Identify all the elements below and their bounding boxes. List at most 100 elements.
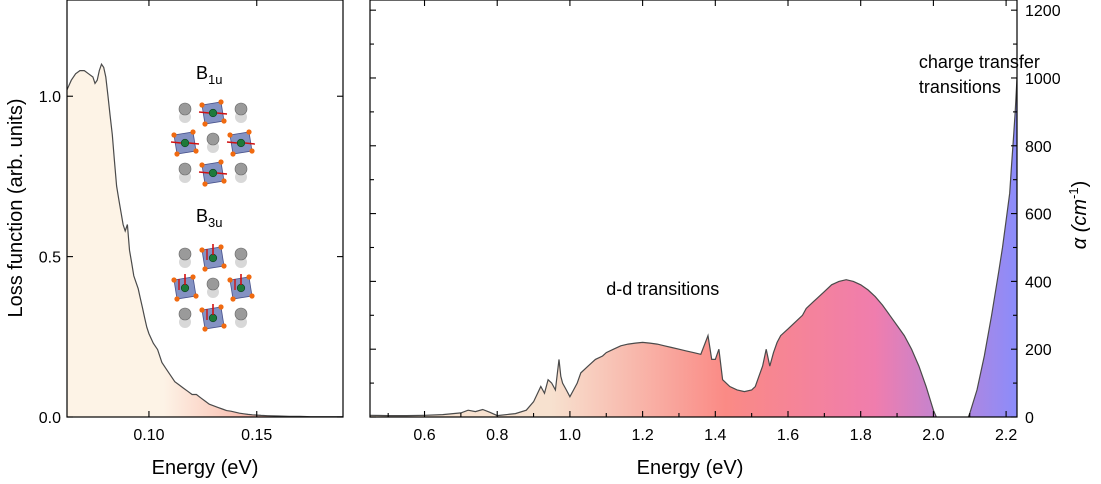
x-tick-label: 0.6 <box>413 427 435 444</box>
oxygen-atom <box>193 293 199 299</box>
oxygen-atom <box>171 277 177 283</box>
y-tick-label: 1000 <box>1025 71 1061 88</box>
displacement-arrow <box>188 142 200 145</box>
annotation-2: transitions <box>919 77 1001 97</box>
oxygen-atom <box>199 102 205 108</box>
oxygen-atom <box>174 296 180 302</box>
oxygen-atom <box>218 304 224 310</box>
x-tick-label: 1.6 <box>777 427 799 444</box>
displacement-arrow <box>216 172 228 175</box>
oxygen-atom <box>246 129 252 135</box>
b3u-label: B3u <box>196 206 222 230</box>
displacement-arrow <box>170 141 182 144</box>
y-tick-label: 0.5 <box>39 250 61 267</box>
y-tick-label: 400 <box>1025 274 1052 291</box>
displacement-arrow <box>216 112 228 115</box>
displacement-arrow <box>226 141 238 144</box>
gray-atom <box>234 307 248 321</box>
left-y-axis-title: Loss function (arb. units) <box>5 99 27 318</box>
metal-atom <box>208 168 218 178</box>
gray-atom <box>178 307 192 321</box>
gray-atom <box>234 162 248 176</box>
annotation-0: d-d transitions <box>606 279 719 299</box>
oxygen-atom <box>174 151 180 157</box>
oxygen-atom <box>199 307 205 313</box>
absorption-panel: 0.6 0.8 1.0 1.2 1.4 1.6 1.8 2.0 2.2 0 200 400 600 80… <box>369 0 1091 479</box>
x-tick-label: 1.4 <box>704 427 726 444</box>
loss-function-area <box>67 64 343 417</box>
right-x-axis: 0.6 0.8 1.0 1.2 1.4 1.6 1.8 2.0 2.2 <box>387 0 1017 444</box>
right-y-axis-title: α (cm-1) <box>1066 181 1091 250</box>
oxygen-atom <box>218 244 224 250</box>
y-tick-label: 200 <box>1025 342 1052 359</box>
x-tick-label: 1.8 <box>850 427 872 444</box>
metal-atom <box>180 138 190 148</box>
b3u-mode-structure: B3u <box>171 206 255 332</box>
metal-atom <box>208 253 218 263</box>
right-plot-frame <box>369 0 1018 418</box>
gray-atom <box>178 162 192 176</box>
oxygen-atom <box>171 132 177 138</box>
y-tick-label: 1.0 <box>39 89 61 106</box>
oxygen-atom <box>221 118 227 124</box>
absorption-curve <box>370 77 1017 417</box>
metal-atom <box>208 313 218 323</box>
gray-atom <box>178 102 192 116</box>
metal-atom <box>208 108 218 118</box>
displacement-arrow <box>198 171 210 174</box>
oxygen-atom <box>202 266 208 272</box>
x-tick-label: 2.0 <box>922 427 944 444</box>
x-tick-label: 0.15 <box>241 427 272 444</box>
y-tick-label: 1200 <box>1025 3 1061 20</box>
oxygen-atom <box>230 296 236 302</box>
oxygen-atom <box>221 323 227 329</box>
loss-function-curve <box>67 62 343 417</box>
oxygen-atom <box>230 151 236 157</box>
oxygen-atom <box>193 148 199 154</box>
gray-atom <box>234 247 248 261</box>
x-tick-label: 0.10 <box>133 427 164 444</box>
gray-atom <box>178 247 192 261</box>
left-x-axis-title: Energy (eV) <box>152 457 259 479</box>
left-y-axis: 0.0 0.5 1.0 <box>39 89 343 427</box>
metal-atom <box>236 283 246 293</box>
oxygen-atom <box>202 121 208 127</box>
left-plot-frame <box>66 0 344 418</box>
metal-atom <box>180 283 190 293</box>
oxygen-atom <box>218 159 224 165</box>
absorption-area <box>370 78 1017 417</box>
oxygen-atom <box>249 293 255 299</box>
annotation-1: charge transfer <box>919 52 1040 72</box>
y-tick-label: 0.0 <box>39 410 61 427</box>
oxygen-atom <box>190 274 196 280</box>
right-annotations: d-d transitions charge transfer transition… <box>606 52 1040 299</box>
gray-atom <box>234 102 248 116</box>
oxygen-atom <box>221 263 227 269</box>
displacement-arrow <box>244 142 256 145</box>
metal-atom <box>236 138 246 148</box>
x-tick-label: 1.0 <box>559 427 581 444</box>
oxygen-atom <box>221 178 227 184</box>
oxygen-atom <box>227 132 233 138</box>
oxygen-atom <box>199 247 205 253</box>
y-tick-label: 600 <box>1025 207 1052 224</box>
x-tick-label: 1.2 <box>631 427 653 444</box>
oxygen-atom <box>246 274 252 280</box>
oxygen-atom <box>202 326 208 332</box>
oxygen-atom <box>227 277 233 283</box>
left-x-axis: 0.10 0.15 <box>133 0 272 444</box>
b1u-label: B1u <box>196 63 222 87</box>
right-y-axis: 0 200 400 600 800 1000 1200 <box>370 3 1061 427</box>
y-tick-label: 0 <box>1025 410 1034 427</box>
oxygen-atom <box>249 148 255 154</box>
displacement-arrow <box>198 111 210 114</box>
gray-atom <box>206 277 220 291</box>
right-x-axis-title: Energy (eV) <box>637 457 744 479</box>
loss-function-panel: 0.10 0.15 0.0 0.5 1.0 Energy (eV) Loss func… <box>5 0 344 479</box>
oxygen-atom <box>218 99 224 105</box>
oxygen-atom <box>190 129 196 135</box>
oxygen-atom <box>202 181 208 187</box>
y-tick-label: 800 <box>1025 139 1052 156</box>
gray-atom <box>206 132 220 146</box>
